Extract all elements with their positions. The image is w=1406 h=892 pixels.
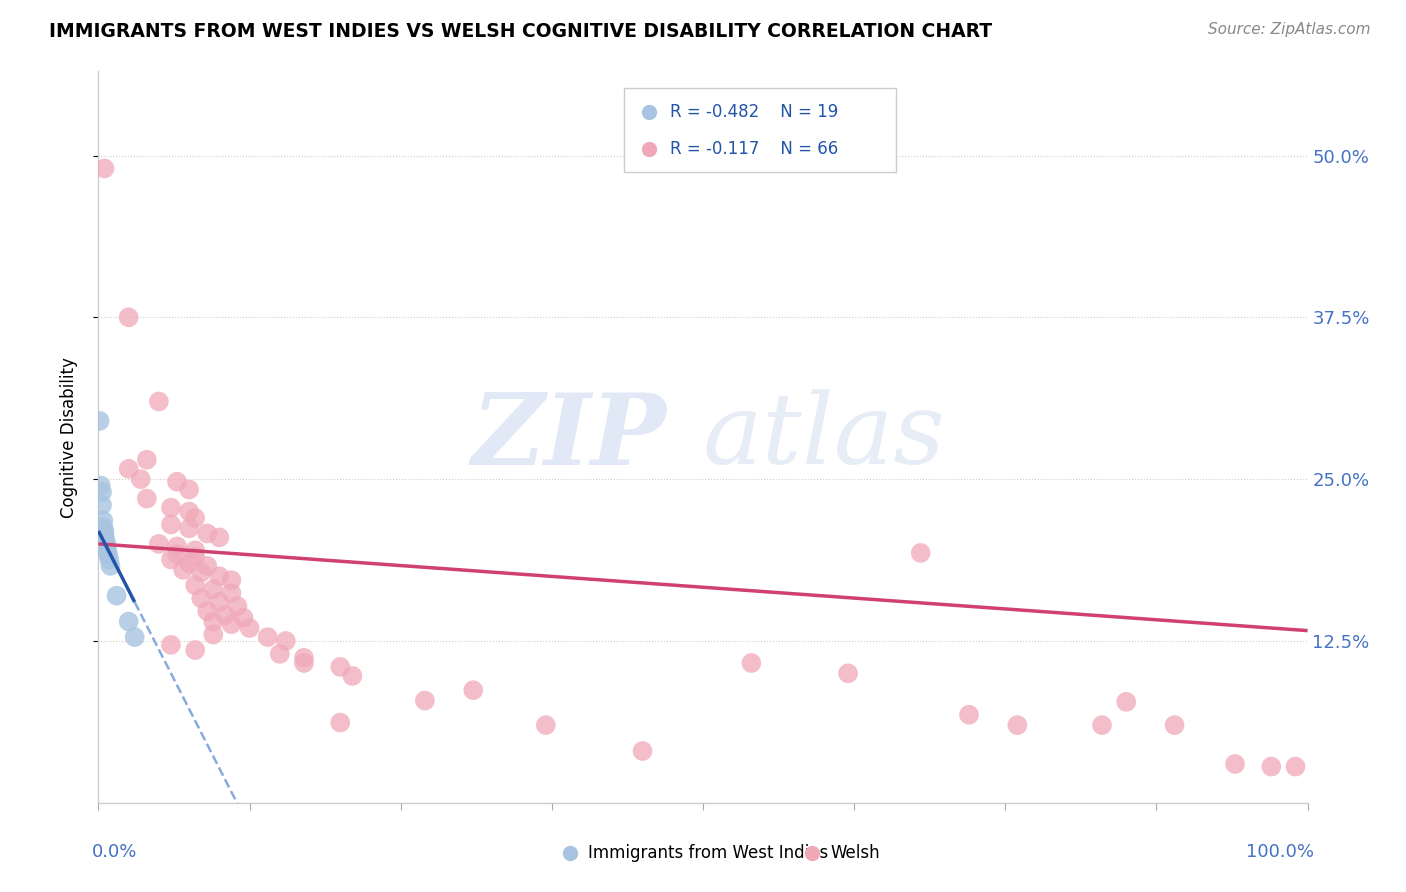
Point: [94, 534, 117, 549]
Point: [221, 617, 243, 632]
Point: [148, 394, 170, 409]
Point: [97, 547, 120, 561]
Point: [214, 608, 236, 623]
Text: 0.0%: 0.0%: [93, 843, 138, 861]
Point: [135, 452, 157, 467]
Point: [166, 547, 188, 561]
Point: [118, 462, 141, 476]
Point: [118, 615, 141, 629]
Text: 100.0%: 100.0%: [1246, 843, 1313, 861]
Point: [631, 744, 654, 758]
Point: [208, 595, 231, 609]
Point: [195, 526, 218, 541]
Point: [179, 557, 201, 571]
Text: Source: ZipAtlas.com: Source: ZipAtlas.com: [1208, 22, 1371, 37]
Point: [1115, 695, 1137, 709]
Text: R = -0.117    N = 66: R = -0.117 N = 66: [671, 140, 838, 158]
Point: [160, 517, 183, 532]
Point: [179, 483, 201, 497]
Point: [98, 552, 121, 566]
Point: [202, 627, 225, 641]
Point: [1284, 759, 1306, 773]
Point: [208, 530, 231, 544]
Point: [1091, 718, 1114, 732]
Point: [94, 537, 117, 551]
Point: [256, 630, 278, 644]
Point: [160, 500, 183, 515]
Point: [184, 578, 207, 592]
Point: [910, 546, 932, 560]
Point: [166, 475, 188, 489]
Point: [179, 504, 201, 518]
Point: [148, 537, 170, 551]
Point: [93, 524, 115, 538]
Point: [172, 563, 194, 577]
Point: [413, 693, 436, 707]
FancyBboxPatch shape: [624, 88, 897, 172]
Point: [93, 528, 115, 542]
Point: [135, 491, 157, 506]
Point: [226, 599, 249, 613]
Point: [89, 414, 111, 428]
Point: [91, 498, 114, 512]
Point: [202, 582, 225, 597]
Point: [100, 558, 122, 573]
Text: Immigrants from West Indies: Immigrants from West Indies: [588, 844, 828, 862]
Point: [184, 549, 207, 564]
Point: [93, 532, 115, 546]
Point: [184, 511, 207, 525]
Point: [329, 715, 352, 730]
Point: [91, 514, 114, 528]
Text: Welsh: Welsh: [830, 844, 880, 862]
Point: [208, 569, 231, 583]
Point: [292, 650, 315, 665]
Point: [160, 552, 183, 566]
Point: [1007, 718, 1029, 732]
Point: [957, 707, 980, 722]
Point: [463, 683, 485, 698]
Point: [184, 543, 207, 558]
Point: [221, 586, 243, 600]
Point: [342, 669, 364, 683]
Point: [184, 643, 207, 657]
Point: [190, 591, 212, 606]
Point: [105, 589, 128, 603]
Point: [195, 558, 218, 573]
Point: [179, 521, 201, 535]
Point: [292, 656, 315, 670]
Point: [800, 884, 823, 892]
Point: [1163, 718, 1185, 732]
Point: [202, 615, 225, 629]
Point: [274, 634, 297, 648]
Text: atlas: atlas: [703, 390, 946, 484]
Y-axis label: Cognitive Disability: Cognitive Disability: [59, 357, 77, 517]
Point: [129, 472, 152, 486]
Point: [232, 610, 254, 624]
Point: [91, 520, 114, 534]
Point: [190, 566, 212, 580]
Point: [93, 161, 115, 176]
Point: [166, 540, 188, 554]
Text: ZIP: ZIP: [472, 389, 666, 485]
Point: [90, 478, 112, 492]
Point: [118, 310, 141, 325]
Text: R = -0.482    N = 19: R = -0.482 N = 19: [671, 103, 838, 120]
Point: [1260, 759, 1282, 773]
Point: [534, 718, 557, 732]
Point: [1223, 756, 1246, 771]
Point: [269, 647, 291, 661]
Text: IMMIGRANTS FROM WEST INDIES VS WELSH COGNITIVE DISABILITY CORRELATION CHART: IMMIGRANTS FROM WEST INDIES VS WELSH COG…: [49, 22, 993, 41]
Point: [837, 666, 859, 681]
Point: [239, 621, 262, 635]
Point: [558, 884, 581, 892]
Point: [160, 638, 183, 652]
Point: [124, 630, 146, 644]
Point: [96, 540, 118, 554]
Point: [329, 660, 352, 674]
Point: [91, 485, 114, 500]
Point: [740, 656, 762, 670]
Point: [221, 573, 243, 587]
Point: [195, 604, 218, 618]
Point: [96, 543, 118, 558]
